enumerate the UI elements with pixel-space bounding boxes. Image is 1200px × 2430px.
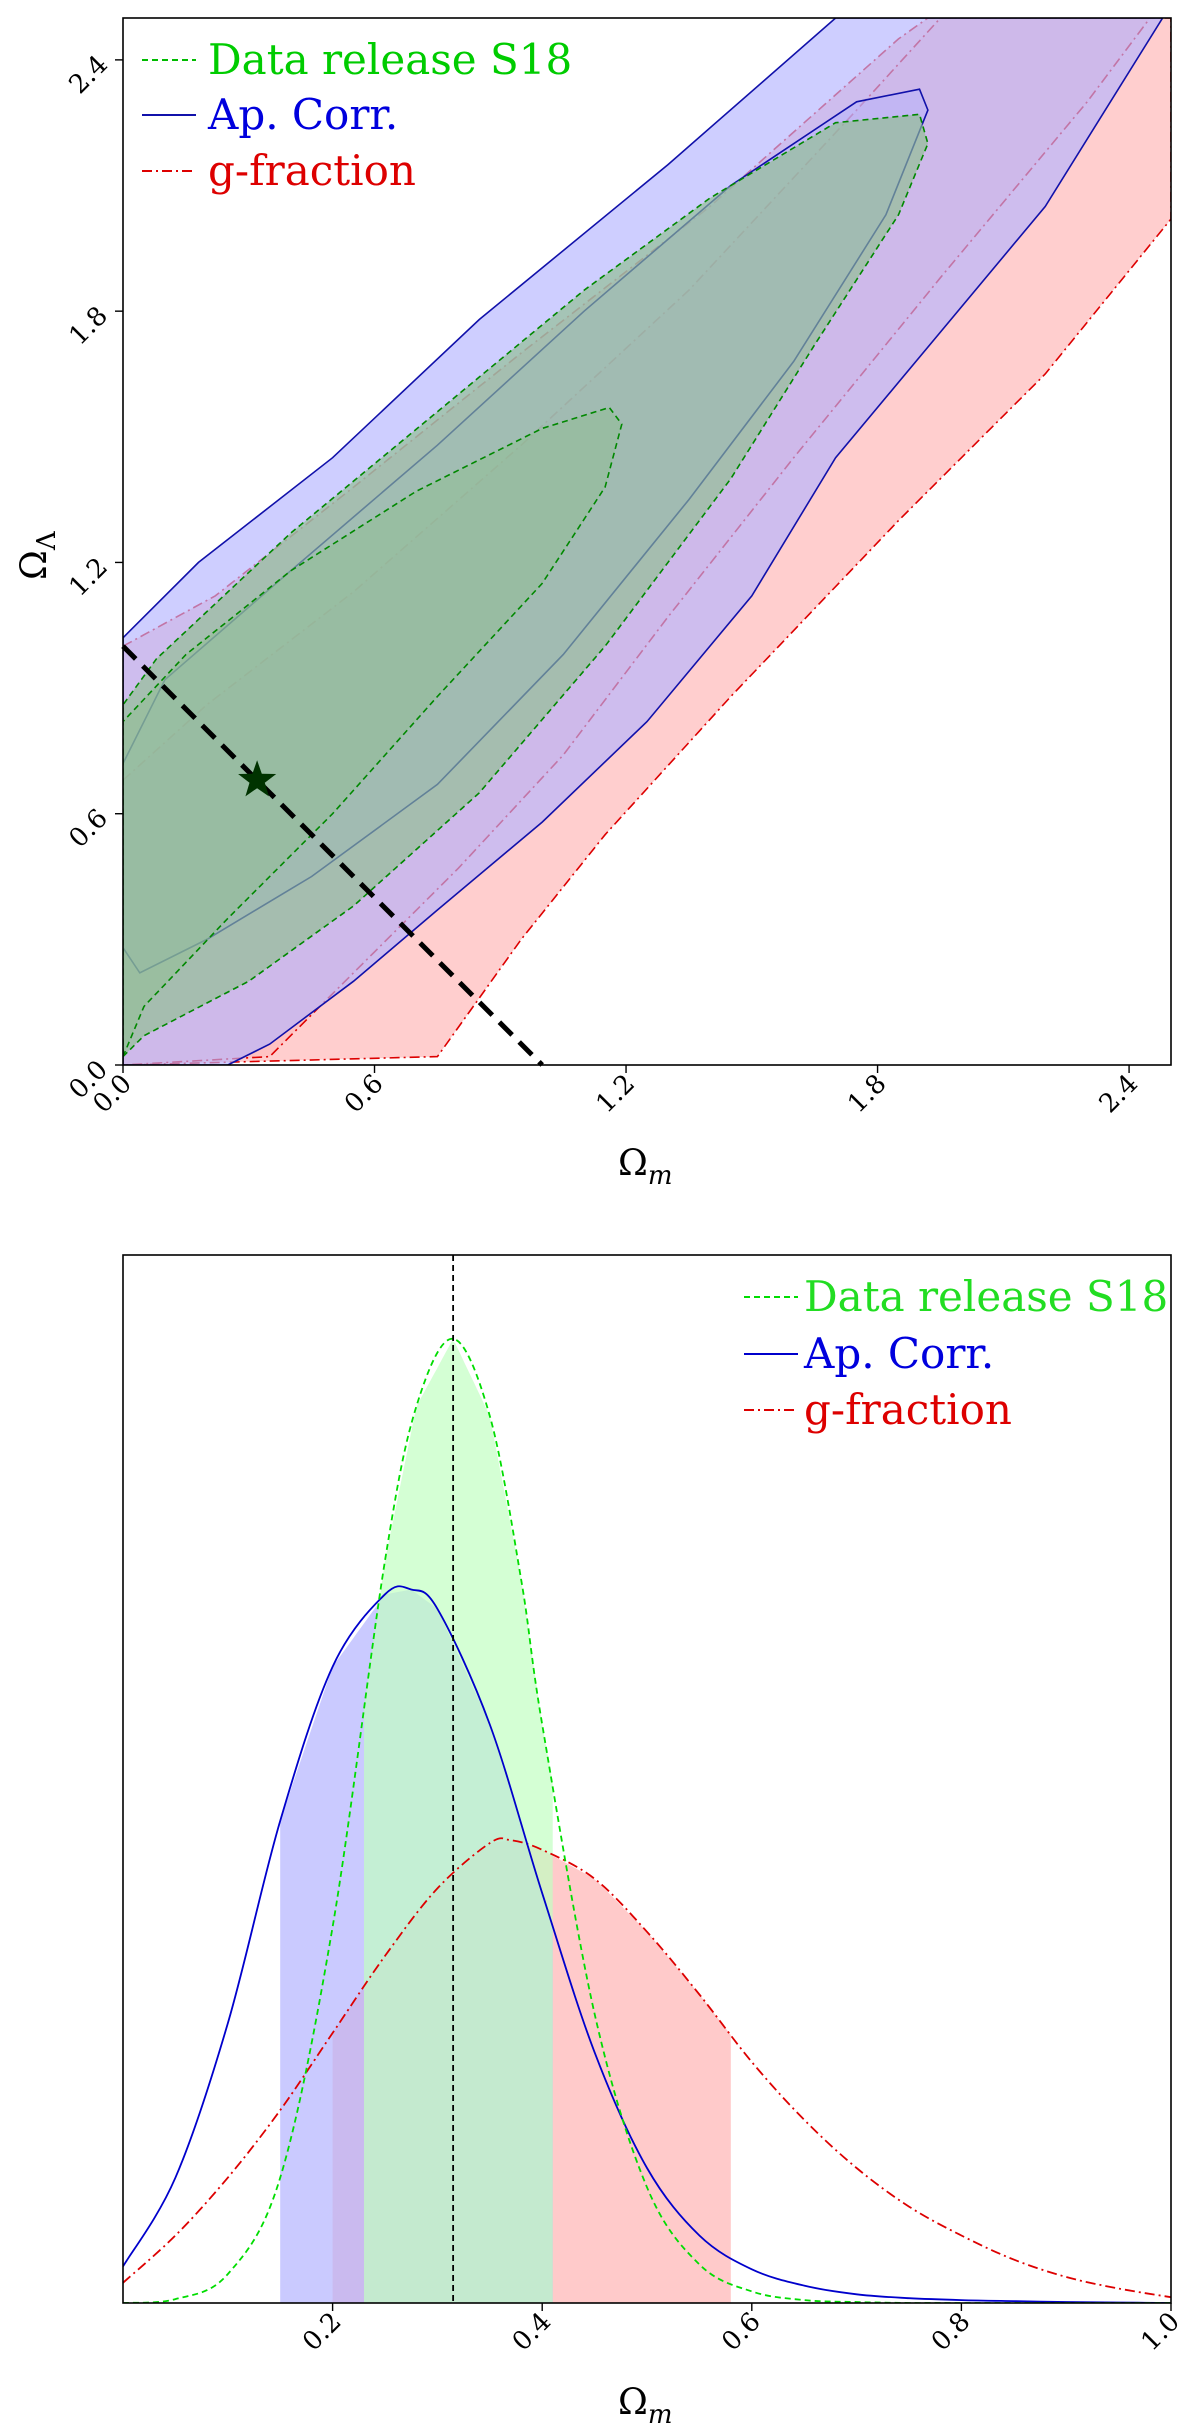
x-tick-label: 0.8: [926, 2307, 976, 2357]
y-tick-label: 0.6: [63, 803, 113, 853]
contour-plot-frame: [122, 17, 1172, 1066]
posterior-x-axis-ticks: 0.2 0.4 0.6 0.8 1.0: [297, 2303, 1186, 2357]
legend-label-g-fraction: g-fraction: [208, 146, 416, 195]
contour-x-axis-ticks: 0.0 0.6 1.2 1.8 2.4: [87, 1065, 1144, 1119]
x-tick-label: 2.4: [1094, 1069, 1144, 1119]
x-tick-label: 0.6: [339, 1069, 389, 1119]
g-fraction-posterior-curve: [123, 1837, 1171, 2299]
posterior-x-axis-label: Ωm: [618, 2382, 673, 2430]
legend-label-data-release-s18: Data release S18: [804, 1272, 1168, 1321]
flat-universe-line: [121, 644, 544, 1067]
contour-y-axis-ticks: 0.00.61.21.82.4: [63, 50, 123, 1105]
y-tick-label: 1.2: [63, 552, 113, 602]
x-tick-label: 0.6: [716, 2307, 766, 2357]
y-tick-label: 1.8: [63, 301, 113, 351]
x-tick-label: 1.0: [1135, 2307, 1185, 2357]
contour-plot-area: [123, 18, 1171, 1065]
data-release-s18-posterior-curve: [123, 1337, 1171, 2303]
x-tick-label: 1.8: [842, 1069, 892, 1119]
data-release-s18-inner-contour: [123, 406, 623, 1057]
contour-x-axis-label: Ωm: [618, 1143, 673, 1191]
x-tick-label: 0.2: [297, 2307, 347, 2357]
x-tick-label: 0.4: [507, 2307, 557, 2357]
contour-legend: Data release S18 Ap. Corr. g-fraction: [142, 35, 572, 195]
data-release-s18-credible-interval: [364, 1340, 553, 2303]
posterior-plot-area: [123, 1337, 1171, 2303]
posterior-panel: 0.2 0.4 0.6 0.8 1.0 Ωm Data release S18 Ap. …: [122, 1254, 1186, 2430]
x-tick-label: 1.2: [591, 1069, 641, 1119]
best-fit-star-marker: [238, 760, 277, 797]
contour-y-axis-label: ΩΛ: [14, 530, 62, 580]
posterior-legend: Data release S18 Ap. Corr. g-fraction: [744, 1272, 1168, 1434]
legend-label-g-fraction: g-fraction: [804, 1385, 1012, 1434]
legend-label-ap-corr: Ap. Corr.: [207, 90, 398, 139]
posterior-plot-frame: [122, 1254, 1172, 2304]
y-tick-label: 2.4: [63, 50, 113, 100]
ap-corr-posterior-curve: [123, 1585, 1171, 2303]
legend-label-data-release-s18: Data release S18: [208, 35, 572, 84]
contour-panel: 0.0 0.6 1.2 1.8 2.4 0.00.61.21.82.4 Ωm ΩΛ Da…: [14, 17, 1172, 1191]
legend-label-ap-corr: Ap. Corr.: [803, 1329, 994, 1378]
